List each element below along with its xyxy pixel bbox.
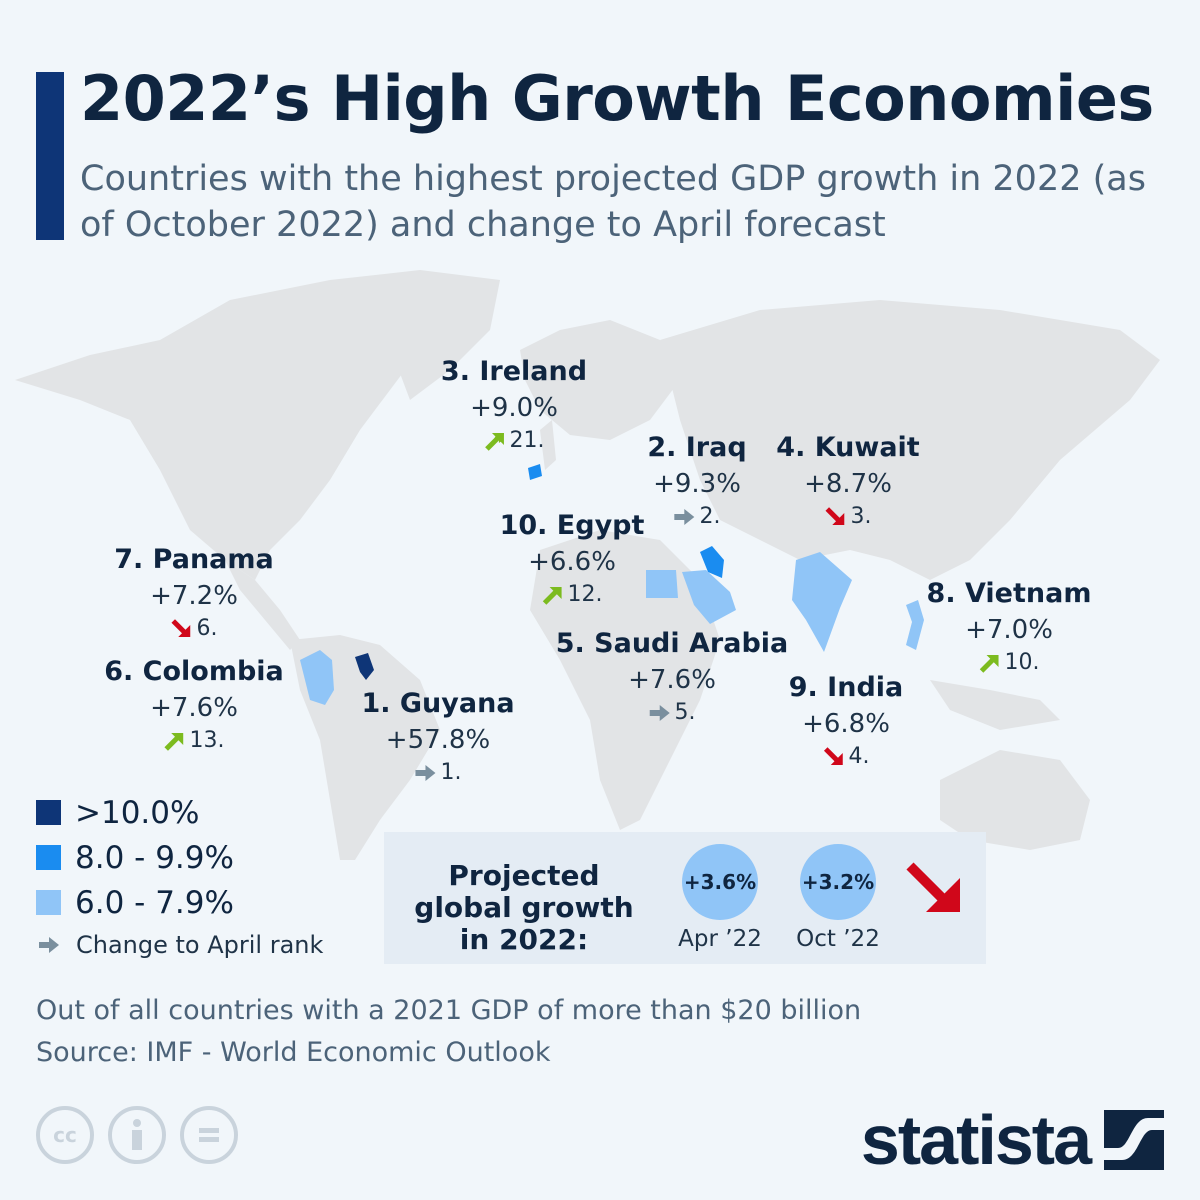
saudi-arabia-shape xyxy=(682,570,736,624)
country-label-panama: 7. Panama +7.2% 6. xyxy=(114,544,274,641)
arrow-down-large-icon xyxy=(906,862,960,912)
oct-label: Oct ’22 xyxy=(796,926,880,952)
country-label-ireland: 3. Ireland +9.0% 21. xyxy=(440,356,588,453)
attribution-icon[interactable] xyxy=(108,1106,166,1164)
country-label-iraq: 2. Iraq +9.3% 2. xyxy=(647,432,747,529)
country-label-colombia: 6. Colombia +7.6% 13. xyxy=(104,656,284,753)
india-shape xyxy=(792,552,852,652)
statista-logo[interactable]: statista xyxy=(861,1100,1164,1180)
legend: >10.0% 8.0 - 9.9% 6.0 - 7.9% Change to A… xyxy=(36,790,323,965)
country-label-vietnam: 8. Vietnam +7.0% 10. xyxy=(926,578,1092,675)
arrow-down-icon xyxy=(823,747,843,765)
country-label-india: 9. India +6.8% 4. xyxy=(788,672,904,769)
arrow-right-icon xyxy=(649,705,670,721)
arrow-up-icon xyxy=(542,587,562,605)
guyana-shape xyxy=(355,653,374,680)
country-label-kuwait: 4. Kuwait +8.7% 3. xyxy=(776,432,920,529)
legend-item-6-8: 6.0 - 7.9% xyxy=(36,880,323,925)
arrow-up-icon xyxy=(164,733,184,751)
no-derivatives-icon[interactable] xyxy=(180,1106,238,1164)
license-icons: cc xyxy=(36,1106,238,1164)
source-text: Source: IMF - World Economic Outlook xyxy=(36,1037,551,1068)
footnote: Out of all countries with a 2021 GDP of … xyxy=(36,990,861,1074)
apr-growth-bubble: +3.6% xyxy=(682,844,758,920)
legend-item-gt10: >10.0% xyxy=(36,790,323,835)
arrow-right-icon xyxy=(415,765,436,781)
global-growth-label: Projected global growth in 2022: xyxy=(414,859,634,956)
egypt-shape xyxy=(646,570,678,598)
arrow-up-icon xyxy=(979,655,999,673)
vietnam-shape xyxy=(906,600,924,650)
page-subtitle: Countries with the highest projected GDP… xyxy=(80,159,1146,245)
ireland-shape xyxy=(528,464,542,480)
cc-icon[interactable]: cc xyxy=(36,1106,94,1164)
country-label-egypt: 10. Egypt +6.6% 12. xyxy=(499,510,645,607)
country-label-guyana: 1. Guyana +57.8% 1. xyxy=(361,688,515,785)
footnote-note: Out of all countries with a 2021 GDP of … xyxy=(36,995,862,1026)
oct-growth-bubble: +3.2% xyxy=(800,844,876,920)
arrow-right-icon xyxy=(39,937,59,953)
apr-label: Apr ’22 xyxy=(678,926,762,952)
page-title: 2022’s High Growth Economies xyxy=(80,62,1154,135)
arrow-down-icon xyxy=(825,507,845,525)
world-map xyxy=(15,270,1160,860)
legend-swatch xyxy=(36,890,61,915)
legend-rank-change: Change to April rank xyxy=(36,925,323,965)
arrow-down-icon xyxy=(171,619,191,637)
arrow-right-icon xyxy=(674,509,695,525)
legend-item-8-10: 8.0 - 9.9% xyxy=(36,835,323,880)
legend-swatch xyxy=(36,845,61,870)
global-growth-panel: Projected global growth in 2022: +3.6% A… xyxy=(384,832,986,964)
iraq-shape xyxy=(700,546,724,578)
brand-name: statista xyxy=(860,1101,1092,1179)
colombia-shape xyxy=(300,650,334,705)
legend-swatch xyxy=(36,800,61,825)
statista-mark-icon xyxy=(1104,1110,1164,1170)
country-label-saudi-arabia: 5. Saudi Arabia +7.6% 5. xyxy=(555,628,789,725)
accent-bar xyxy=(36,72,64,240)
arrow-up-icon xyxy=(484,433,504,451)
